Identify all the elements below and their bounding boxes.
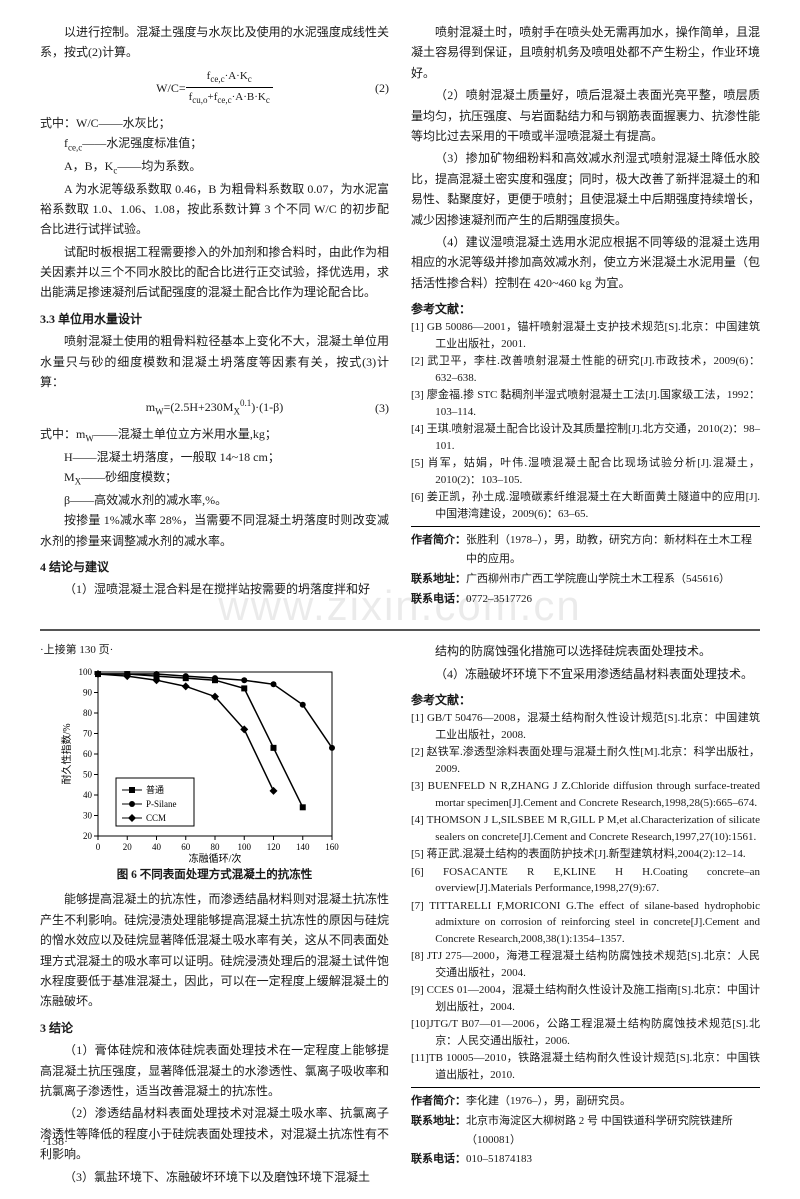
svg-text:70: 70 (83, 728, 93, 738)
reference-item: [1] GB/T 50476—2008，混凝土结构耐久性设计规范[S].北京：中… (411, 710, 760, 743)
svg-text:耐久性指数/%: 耐久性指数/% (60, 723, 73, 784)
reference-item: [2] 赵铁军.渗透型涂料表面处理与混凝土耐久性[M].北京：科学出版社，200… (411, 744, 760, 777)
reference-item: [4] 王琪.喷射混凝土配合比设计及其质量控制[J].北方交通，2010(2)：… (411, 421, 760, 454)
para: （1）膏体硅烷和液体硅烷表面处理技术在一定程度上能够提高混凝土抗压强度，显著降低… (40, 1040, 389, 1101)
svg-text:20: 20 (123, 842, 133, 852)
svg-text:60: 60 (181, 842, 191, 852)
reference-item: [10]JTG/T B07—01—2006，公路工程混凝土结构防腐蚀技术规范[S… (411, 1016, 760, 1049)
para: （3）掺加矿物细粉料和高效减水剂湿式喷射混凝土降低水胶比，提高混凝土密实度和强度… (411, 148, 760, 230)
reference-item: [11]TB 10005—2010，铁路混凝土结构耐久性设计规范[S].北京：中… (411, 1050, 760, 1083)
para: （4）冻融破坏环境下不宜采用渗透结晶材料表面处理技术。 (411, 664, 760, 684)
figure-6-caption: 图 6 不同表面处理方式混凝土的抗冻性 (40, 866, 389, 886)
svg-text:30: 30 (83, 810, 93, 820)
def: fce,c——水泥强度标准值； (64, 133, 389, 156)
lower-right-col: 结构的防腐蚀强化措施可以选择硅烷表面处理技术。 （4）冻融破坏环境下不宜采用渗透… (411, 641, 760, 1189)
para: 按掺量 1%减水率 28%，当需要不同混凝土坍落度时则改变减水剂的掺量来调整减水… (40, 510, 389, 551)
divider (411, 526, 760, 527)
formula-2: W/C= fce,c·A·Kcfcu,o+fce,c·A·B·Kc (2) (40, 67, 389, 109)
para: 喷射混凝土使用的粗骨料粒径基本上变化不大，混凝土单位用水量只与砂的细度模数和混凝… (40, 331, 389, 392)
para: 喷射混凝土时，喷射手在喷头处无需再加水，操作简单，且混凝土容易得到保证，且喷射机… (411, 22, 760, 83)
svg-text:100: 100 (79, 667, 93, 677)
svg-text:20: 20 (83, 831, 93, 841)
reference-item: [7] TITTARELLI F,MORICONI G.The effect o… (411, 898, 760, 948)
eq-number: (2) (375, 78, 389, 98)
reference-item: [8] JTJ 275—2000，海港工程混凝土结构防腐蚀技术规范[S].北京：… (411, 948, 760, 981)
para: 以进行控制。混凝土强度与水灰比及使用的水泥强度成线性关系，按式(2)计算。 (40, 22, 389, 63)
para: 能够提高混凝土的抗冻性，而渗透结晶材料则对混凝土抗冻性产生不利影响。硅烷浸渍处理… (40, 889, 389, 1011)
svg-text:160: 160 (325, 842, 339, 852)
def: MX——砂细度模数； (64, 467, 389, 490)
para: （1）湿喷混凝土混合料是在搅拌站按需要的坍落度拌和好 (40, 579, 389, 599)
references-heading: 参考文献： (411, 299, 760, 319)
section-3: 3 结论 (40, 1018, 389, 1038)
references-list: [1] GB 50086—2001，锚杆喷射混凝土支护技术规范[S].北京：中国… (411, 319, 760, 522)
author-box: 作者简介：李化建（1976–），男，副研究员。 联系地址：北京市海淀区大柳树路 … (411, 1092, 760, 1169)
para: （2）喷射混凝土质量好，喷后混凝土表面光亮平整，喷层质量均匀，抗压强度、与岩面黏… (411, 85, 760, 146)
upper-right-col: 喷射混凝土时，喷射手在喷头处无需再加水，操作简单，且混凝土容易得到保证，且喷射机… (411, 22, 760, 609)
svg-text:P-Silane: P-Silane (146, 799, 177, 809)
author-box: 作者简介：张胜利（1978–），男，助教，研究方向：新材料在土木工程中的应用。 … (411, 531, 760, 608)
figure-6-chart: 0204060801001201401602030405060708090100… (60, 664, 340, 864)
reference-item: [6] FOSACANTE R E,KLINE H H.Coating conc… (411, 864, 760, 897)
para: （4）建议湿喷混凝土选用水泥应根据不同等级的混凝土选用相应的水泥等级并掺加高效减… (411, 232, 760, 293)
section-4: 4 结论与建议 (40, 557, 389, 577)
para: （2）渗透结晶材料表面处理技术对混凝土吸水率、抗氯离子渗透性等降低的程度小于硅烷… (40, 1103, 389, 1164)
svg-text:60: 60 (83, 749, 93, 759)
para: （3）氯盐环境下、冻融破坏环境下以及磨蚀环境下混凝土 (40, 1167, 389, 1187)
svg-text:CCM: CCM (146, 813, 166, 823)
def: β——高效减水剂的减水率,%。 (64, 490, 389, 510)
svg-text:50: 50 (83, 769, 93, 779)
reference-item: [1] GB 50086—2001，锚杆喷射混凝土支护技术规范[S].北京：中国… (411, 319, 760, 352)
reference-item: [6] 姜正凯，孙土成.湿喷碳素纤维混凝土在大断面黄土隧道中的应用[J].中国港… (411, 489, 760, 522)
article-separator (40, 629, 760, 631)
reference-item: [2] 武卫平，李柱.改善喷射混凝土性能的研究[J].市政技术，2009(6)：… (411, 353, 760, 386)
svg-text:冻融循环/次: 冻融循环/次 (189, 852, 242, 864)
svg-text:100: 100 (238, 842, 252, 852)
divider (411, 1087, 760, 1088)
para: A 为水泥等级系数取 0.46，B 为粗骨料系数取 0.07，为水泥富裕系数取 … (40, 179, 389, 240)
reference-item: [5] 肖军，姑娟，叶伟.湿喷混凝土配合比现场试验分析[J].混凝土，2010(… (411, 455, 760, 488)
eq-number: (3) (375, 398, 389, 418)
svg-text:普通: 普通 (146, 784, 164, 795)
reference-item: [3] 廖金福.掺 STC 黏稠剂半湿式喷射混凝土工法[J].国家级工法，199… (411, 387, 760, 420)
svg-text:120: 120 (267, 842, 281, 852)
where-clause: 式中：mW——混凝土单位立方米用水量,kg； (40, 424, 389, 447)
svg-text:90: 90 (83, 687, 93, 697)
upper-left-col: 以进行控制。混凝土强度与水灰比及使用的水泥强度成线性关系，按式(2)计算。 W/… (40, 22, 389, 609)
references-list: [1] GB/T 50476—2008，混凝土结构耐久性设计规范[S].北京：中… (411, 710, 760, 1083)
reference-item: [4] THOMSON J L,SILSBEE M R,GILL P M,et … (411, 812, 760, 845)
svg-text:0: 0 (96, 842, 101, 852)
page-number: ·138· (42, 1131, 68, 1151)
reference-item: [9] CCES 01—2004，混凝土结构耐久性设计及施工指南[S].北京：中… (411, 982, 760, 1015)
upper-article: 以进行控制。混凝土强度与水灰比及使用的水泥强度成线性关系，按式(2)计算。 W/… (0, 0, 800, 619)
subsection-3-3: 3.3 单位用水量设计 (40, 309, 389, 329)
lower-left-col: ·上接第 130 页· 0204060801001201401602030405… (40, 641, 389, 1189)
para: 结构的防腐蚀强化措施可以选择硅烷表面处理技术。 (411, 641, 760, 661)
lower-article: ·上接第 130 页· 0204060801001201401602030405… (0, 641, 800, 1199)
svg-text:40: 40 (83, 790, 93, 800)
def: H——混凝土坍落度，一般取 14~18 cm； (64, 447, 389, 467)
svg-text:80: 80 (211, 842, 221, 852)
def: A，B，Kc——均为系数。 (64, 156, 389, 179)
where-clause: 式中：W/C——水灰比； (40, 113, 389, 133)
continued-from: ·上接第 130 页· (40, 641, 389, 660)
references-heading: 参考文献： (411, 690, 760, 710)
svg-text:140: 140 (296, 842, 310, 852)
reference-item: [3] BUENFELD N R,ZHANG J Z.Chloride diff… (411, 778, 760, 811)
para: 试配时板根据工程需要掺入的外加剂和掺合料时，由此作为相关因素并以三个不同水胶比的… (40, 242, 389, 303)
formula-3: mW=(2.5H+230MX0.1)·(1-β) (3) (40, 396, 389, 420)
svg-text:80: 80 (83, 708, 93, 718)
svg-text:40: 40 (152, 842, 162, 852)
reference-item: [5] 蒋正武.混凝土结构的表面防护技术[J].新型建筑材料,2004(2):1… (411, 846, 760, 863)
